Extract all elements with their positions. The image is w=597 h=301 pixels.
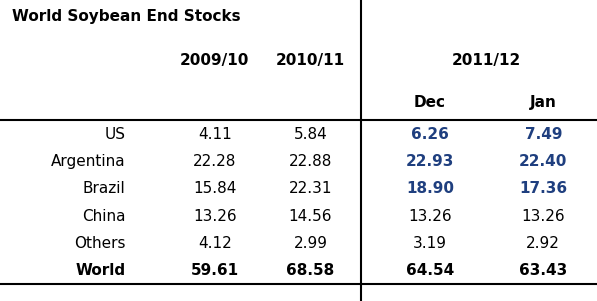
Text: 22.28: 22.28 <box>193 154 236 169</box>
Text: 2010/11: 2010/11 <box>276 53 345 68</box>
Text: 68.58: 68.58 <box>287 263 334 278</box>
Text: 13.26: 13.26 <box>408 209 452 224</box>
Text: 22.93: 22.93 <box>405 154 454 169</box>
Text: World Soybean End Stocks: World Soybean End Stocks <box>12 9 241 24</box>
Text: 6.26: 6.26 <box>411 126 449 141</box>
Text: 4.11: 4.11 <box>198 126 232 141</box>
Text: Dec: Dec <box>414 95 446 110</box>
Text: Argentina: Argentina <box>51 154 125 169</box>
Text: World: World <box>75 263 125 278</box>
Text: 22.40: 22.40 <box>519 154 568 169</box>
Text: Brazil: Brazil <box>82 181 125 196</box>
Text: 3.19: 3.19 <box>413 236 447 251</box>
Text: 64.54: 64.54 <box>406 263 454 278</box>
Text: 7.49: 7.49 <box>525 126 562 141</box>
Text: 15.84: 15.84 <box>193 181 236 196</box>
Text: 63.43: 63.43 <box>519 263 567 278</box>
Text: 13.26: 13.26 <box>521 209 565 224</box>
Text: 17.36: 17.36 <box>519 181 567 196</box>
Text: US: US <box>104 126 125 141</box>
Text: 4.12: 4.12 <box>198 236 232 251</box>
Text: 13.26: 13.26 <box>193 209 237 224</box>
Text: 18.90: 18.90 <box>406 181 454 196</box>
Text: 59.61: 59.61 <box>191 263 239 278</box>
Text: 2009/10: 2009/10 <box>180 53 250 68</box>
Text: 5.84: 5.84 <box>294 126 327 141</box>
Text: 2011/12: 2011/12 <box>452 53 521 68</box>
Text: Jan: Jan <box>530 95 557 110</box>
Text: Others: Others <box>74 236 125 251</box>
Text: 22.88: 22.88 <box>289 154 332 169</box>
Text: 14.56: 14.56 <box>289 209 332 224</box>
Text: 2.92: 2.92 <box>527 236 560 251</box>
Text: 22.31: 22.31 <box>289 181 332 196</box>
Text: China: China <box>82 209 125 224</box>
Text: 2.99: 2.99 <box>294 236 327 251</box>
